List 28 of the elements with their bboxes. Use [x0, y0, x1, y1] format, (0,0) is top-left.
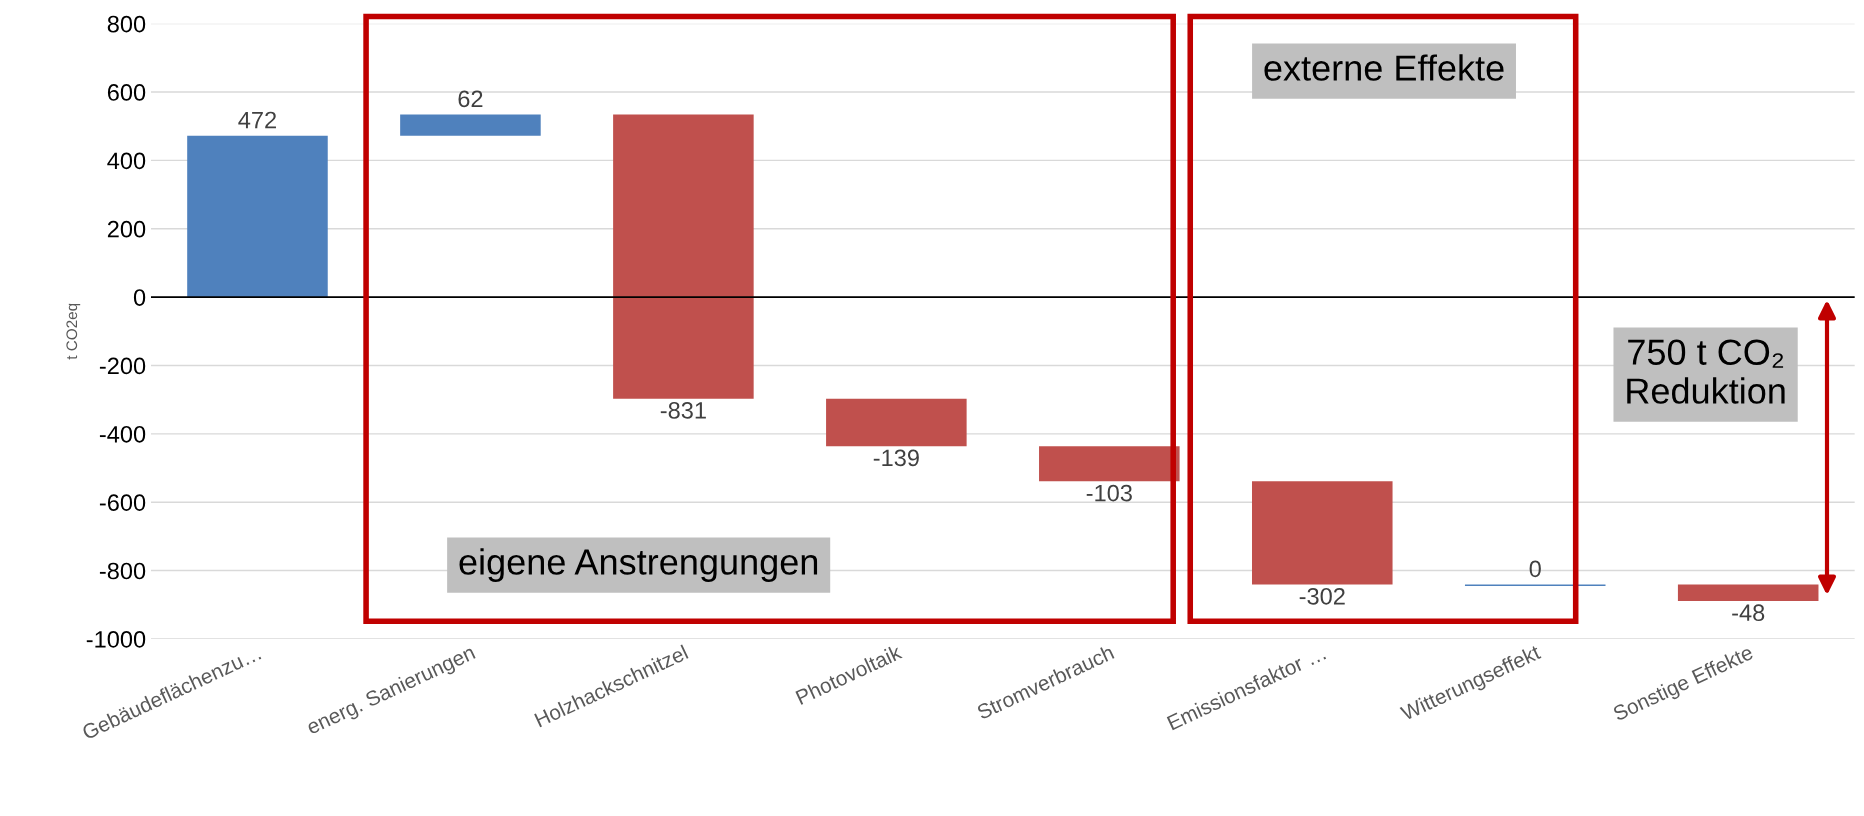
- bar: [826, 398, 967, 447]
- y-tick-label: -800: [99, 562, 146, 580]
- y-axis-title: t CO2eq: [66, 303, 81, 360]
- y-tick-label: 600: [107, 84, 146, 101]
- data-label: -302: [1299, 587, 1345, 605]
- bar: [1252, 481, 1393, 585]
- y-tick-label: -200: [99, 357, 146, 375]
- y-tick-label: -600: [99, 494, 146, 511]
- annotation: 750 t CO₂ Reduktion: [1627, 339, 1785, 404]
- bar: [613, 114, 754, 399]
- y-tick-label: -400: [99, 425, 146, 443]
- y-tick-label: 400: [107, 152, 146, 170]
- data-label: -103: [1086, 484, 1132, 502]
- y-tick-label: 200: [107, 220, 146, 238]
- data-label: -139: [873, 449, 919, 467]
- y-tick-label: 800: [107, 15, 146, 33]
- bar: [1039, 446, 1180, 482]
- data-label: -48: [1732, 604, 1765, 622]
- bar: [187, 135, 328, 298]
- y-tick-label: 0: [133, 289, 146, 306]
- annotation: externe Effekte: [1264, 54, 1504, 81]
- data-label: 0: [1529, 560, 1541, 578]
- data-label: 472: [238, 111, 276, 129]
- data-label: 62: [458, 90, 483, 108]
- y-tick-label: -1000: [86, 631, 146, 648]
- bar: [400, 114, 541, 136]
- data-label: -831: [660, 401, 706, 419]
- annotation: eigene Anstrengungen: [459, 548, 818, 582]
